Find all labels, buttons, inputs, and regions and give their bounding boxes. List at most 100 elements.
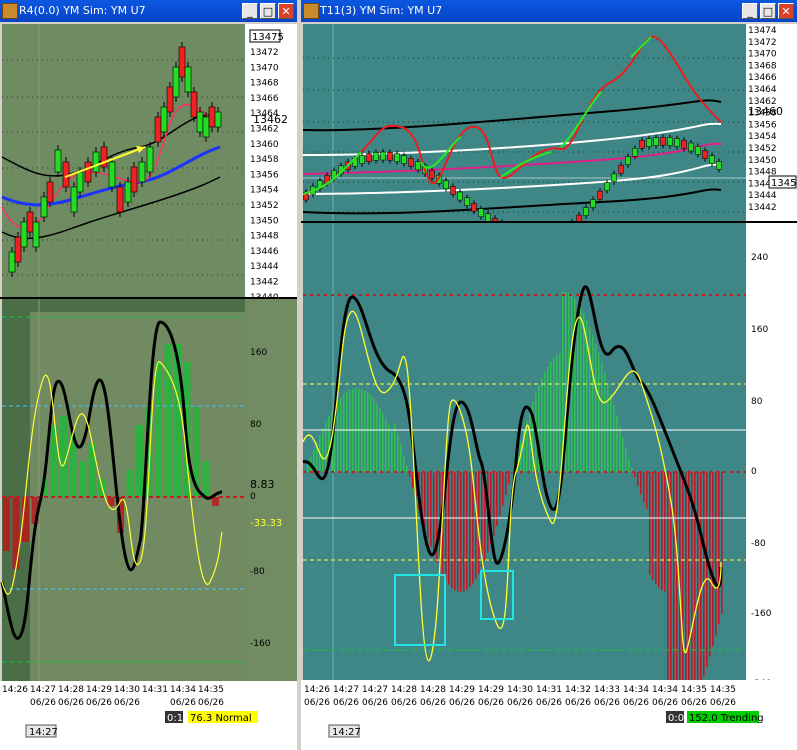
date-tick-label: 06/26 — [536, 698, 562, 708]
crosshair-time-box — [328, 724, 360, 738]
time-tick-label: 14:28 — [58, 685, 84, 695]
candle-body — [443, 180, 449, 190]
price-tick-label: 13442 — [250, 278, 279, 288]
candle-body — [214, 111, 222, 128]
date-tick-label: 06/26 — [198, 698, 224, 708]
candle-body — [590, 199, 596, 208]
candle-body — [196, 111, 204, 133]
minimize-button[interactable]: _ — [242, 3, 258, 19]
time-tick-label: 14:35 — [681, 685, 707, 695]
price-tick-label: 13468 — [748, 61, 777, 71]
maximize-button[interactable]: □ — [760, 3, 776, 19]
histogram-bar — [616, 415, 618, 472]
histogram-bar — [107, 497, 115, 506]
left-time-labels: 14:26 14:2706/2614:2806/2614:2906/2614:30… — [2, 685, 224, 708]
status-label-box — [687, 711, 759, 723]
histogram-bar — [604, 372, 606, 472]
candle-body — [116, 186, 124, 213]
price-tick-label: 13466 — [250, 94, 279, 104]
crosshair-time-box — [25, 724, 57, 738]
left-osc-axis — [245, 299, 297, 681]
close-button[interactable]: ✕ — [278, 3, 294, 19]
right-chart-window: T11(3) YM Sim: YM U7 _ □ ✕ 13474 13472 134… — [301, 0, 797, 750]
candle-body — [366, 153, 372, 162]
histogram-bar — [583, 312, 585, 472]
right-window-titlebar[interactable]: T11(3) YM Sim: YM U7 _ □ ✕ — [301, 0, 797, 22]
histogram-bar — [685, 472, 687, 725]
crosshair-time: 14:27 — [332, 727, 361, 738]
candle-body — [14, 236, 22, 263]
candle-body — [653, 137, 659, 146]
price-tick-label: 13450 — [748, 156, 777, 166]
candle-body — [695, 146, 701, 155]
histogram-bar — [538, 385, 540, 472]
osc-tick-label: 0 — [250, 492, 256, 502]
histogram-bar — [343, 394, 345, 472]
candle-body — [208, 106, 216, 128]
time-tick-label: 14:34 — [652, 685, 678, 695]
time-tick-label: 14:26 — [304, 685, 330, 695]
price-crosshair-box — [768, 175, 797, 189]
candle-body — [92, 151, 100, 173]
histogram-bar — [601, 362, 603, 472]
time-tick-label: 14:35 — [710, 685, 736, 695]
histogram-bar — [694, 472, 696, 704]
histogram-bar — [436, 472, 438, 563]
price-top-tag: 13475 — [252, 32, 284, 43]
histogram-bar — [454, 472, 456, 591]
close-button[interactable]: ✕ — [778, 3, 794, 19]
left-window-titlebar[interactable]: R4(0.0) YM Sim: YM U7 _ □ ✕ — [0, 0, 297, 22]
histogram-bar — [367, 392, 369, 472]
left-chart-canvas[interactable]: 1347213470134681346613464134621346013458… — [0, 22, 297, 750]
histogram-bar — [547, 366, 549, 472]
histogram-bar — [60, 416, 67, 497]
price-tick-label: 13442 — [748, 203, 777, 213]
osc-tick-label: 160 — [751, 325, 768, 335]
histogram-bar — [451, 472, 453, 589]
histogram-bar — [550, 361, 552, 472]
candle-body — [26, 211, 34, 233]
histogram-bar — [193, 407, 200, 497]
osc-tick-label: 80 — [250, 420, 262, 430]
price-tick-label: 13470 — [250, 63, 279, 73]
minimize-button[interactable]: _ — [742, 3, 758, 19]
candle-body — [32, 221, 40, 248]
candle-body — [639, 140, 645, 149]
histogram-bar — [415, 472, 417, 499]
left-price-pane[interactable] — [2, 24, 245, 297]
histogram-bar — [427, 472, 429, 539]
left-price-axis — [245, 24, 297, 297]
candle-body — [485, 213, 491, 222]
candle-body — [138, 161, 146, 183]
maximize-button[interactable]: □ — [260, 3, 276, 19]
histogram-bar — [31, 497, 39, 524]
histogram-bar — [433, 472, 435, 556]
date-tick-label: 06/26 — [391, 698, 417, 708]
histogram-bar — [595, 343, 597, 472]
left-candles — [8, 42, 222, 277]
osc-tick-label: -160 — [751, 609, 772, 619]
osc-tick-label: 240 — [751, 253, 768, 263]
price-current-label: 13460 — [748, 105, 783, 118]
candle-body — [202, 116, 210, 138]
histogram-bar — [406, 465, 408, 472]
histogram-bar — [88, 443, 96, 497]
histogram-bar — [475, 472, 477, 580]
app-icon — [303, 3, 319, 19]
histogram-bar — [496, 472, 498, 526]
status-label: 152.0 Trending — [689, 713, 764, 724]
histogram-bar — [346, 391, 348, 472]
histogram-bar — [3, 497, 10, 551]
histogram-bar — [697, 472, 699, 696]
price-crosshair-label: 13451 — [771, 178, 797, 189]
time-tick-label: 14:29 — [86, 685, 112, 695]
left-chart-window: R4(0.0) YM Sim: YM U7 _ □ ✕ 13472 13470 13… — [0, 0, 297, 750]
right-upper-black-band — [302, 99, 722, 132]
histogram-bar — [316, 442, 318, 472]
highlight-box-2 — [480, 570, 514, 620]
histogram-bar — [382, 413, 384, 472]
time-tick-label: 14:28 — [391, 685, 417, 695]
right-price-pane[interactable] — [303, 24, 746, 221]
price-tick-label: 13474 — [748, 26, 777, 36]
